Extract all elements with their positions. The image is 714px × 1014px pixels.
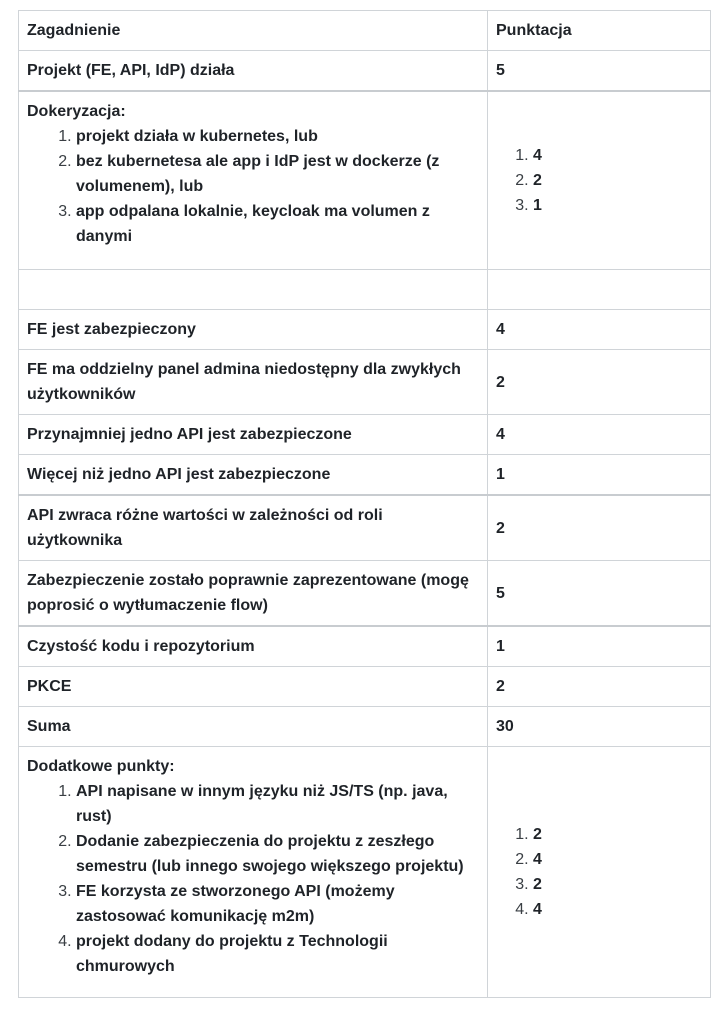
score-value: 4	[533, 901, 542, 918]
dockerization-cell: Dokeryzacja: projekt działa w kubernetes…	[18, 90, 488, 270]
score-value: 1	[533, 197, 542, 214]
empty-cell	[18, 269, 488, 310]
row-score: 2	[487, 349, 711, 415]
dockerization-scores-cell: 4 2 1	[487, 90, 711, 270]
row-topic: Projekt (FE, API, IdP) działa	[18, 50, 488, 92]
list-item: 2	[533, 872, 702, 897]
extra-title: Dodatkowe punkty:	[27, 758, 175, 775]
list-item: API napisane w innym języku niż JS/TS (n…	[76, 779, 479, 829]
extra-list: API napisane w innym języku niż JS/TS (n…	[27, 779, 479, 979]
table-row-dockerization: Dokeryzacja: projekt działa w kubernetes…	[18, 90, 711, 270]
table-header-row: Zagadnienie Punktacja	[18, 10, 711, 51]
row-score: 2	[487, 494, 711, 561]
list-item: 4	[533, 897, 702, 922]
row-topic: PKCE	[18, 666, 488, 707]
list-item: 4	[533, 847, 702, 872]
score-value: 4	[533, 147, 542, 164]
row-topic: Więcej niż jedno API jest zabezpieczone	[18, 454, 488, 496]
table-row: API zwraca różne wartości w zależności o…	[18, 494, 711, 561]
row-topic: Suma	[18, 706, 488, 747]
row-score: 5	[487, 560, 711, 627]
score-value: 2	[533, 876, 542, 893]
list-item: bez kubernetesa ale app i IdP jest w doc…	[76, 149, 479, 199]
score-value: 4	[533, 851, 542, 868]
header-score: Punktacja	[487, 10, 711, 51]
empty-cell	[487, 269, 711, 310]
score-value: 2	[533, 826, 542, 843]
row-topic: Zabezpieczenie zostało poprawnie zapreze…	[18, 560, 488, 627]
row-topic: FE ma oddzielny panel admina niedostępny…	[18, 349, 488, 415]
list-item: FE korzysta ze stworzonego API (możemy z…	[76, 879, 479, 929]
table-row: FE ma oddzielny panel admina niedostępny…	[18, 349, 711, 415]
row-score: 1	[487, 454, 711, 496]
grading-table: Zagadnienie Punktacja Projekt (FE, API, …	[18, 10, 711, 998]
list-item: 2	[533, 822, 702, 847]
table-row: PKCE 2	[18, 666, 711, 707]
row-topic: Czystość kodu i repozytorium	[18, 625, 488, 667]
extra-scores-cell: 2 4 2 4	[487, 746, 711, 998]
dockerization-title: Dokeryzacja:	[27, 103, 126, 120]
row-score: 30	[487, 706, 711, 747]
list-item: 4	[533, 143, 702, 168]
table-row: Przynajmniej jedno API jest zabezpieczon…	[18, 414, 711, 455]
table-row: Projekt (FE, API, IdP) działa 5	[18, 50, 711, 92]
table-row: Czystość kodu i repozytorium 1	[18, 625, 711, 667]
list-item: 1	[533, 193, 702, 218]
list-item: Dodanie zabezpieczenia do projektu z zes…	[76, 829, 479, 879]
list-item: app odpalana lokalnie, keycloak ma volum…	[76, 199, 479, 249]
table-row: Więcej niż jedno API jest zabezpieczone …	[18, 454, 711, 496]
list-item: 2	[533, 168, 702, 193]
extra-cell: Dodatkowe punkty: API napisane w innym j…	[18, 746, 488, 998]
list-item: projekt działa w kubernetes, lub	[76, 124, 479, 149]
score-value: 2	[533, 172, 542, 189]
header-topic: Zagadnienie	[18, 10, 488, 51]
row-topic: API zwraca różne wartości w zależności o…	[18, 494, 488, 561]
row-score: 5	[487, 50, 711, 92]
row-topic: FE jest zabezpieczony	[18, 309, 488, 350]
table-row: FE jest zabezpieczony 4	[18, 309, 711, 350]
row-score: 1	[487, 625, 711, 667]
row-score: 4	[487, 309, 711, 350]
table-row-sum: Suma 30	[18, 706, 711, 747]
row-score: 2	[487, 666, 711, 707]
list-item: projekt dodany do projektu z Technologii…	[76, 929, 479, 979]
dockerization-scores-list: 4 2 1	[496, 143, 702, 218]
row-score: 4	[487, 414, 711, 455]
extra-scores-list: 2 4 2 4	[496, 822, 702, 922]
table-row: Zabezpieczenie zostało poprawnie zapreze…	[18, 560, 711, 627]
row-topic: Przynajmniej jedno API jest zabezpieczon…	[18, 414, 488, 455]
dockerization-list: projekt działa w kubernetes, lub bez kub…	[27, 124, 479, 249]
table-row-empty	[18, 269, 711, 310]
table-row-extra: Dodatkowe punkty: API napisane w innym j…	[18, 746, 711, 998]
